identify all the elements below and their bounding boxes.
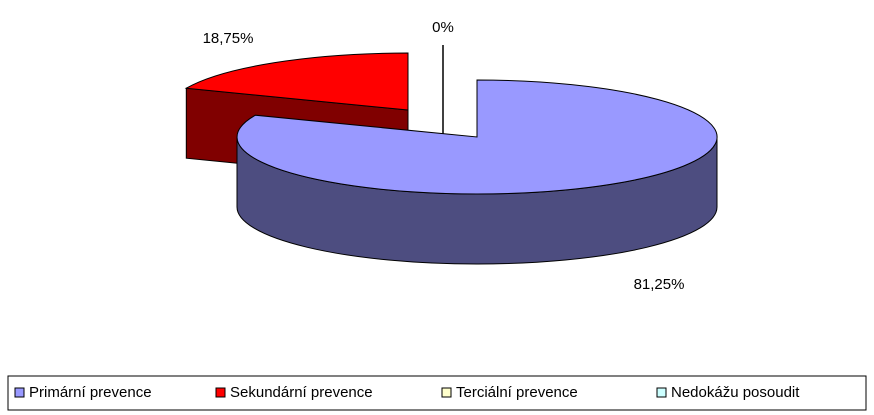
pie-slice: [236, 79, 718, 195]
legend-label: Terciální prevence: [456, 384, 578, 401]
legend-label: Primární prevence: [29, 384, 152, 401]
legend-swatch: [14, 387, 25, 398]
data-label: 18,75%: [203, 30, 254, 47]
legend-label: Sekundární prevence: [230, 384, 373, 401]
legend-box: [7, 375, 867, 411]
legend-swatch: [215, 387, 226, 398]
legend-swatch: [441, 387, 452, 398]
data-label: 81,25%: [634, 276, 685, 293]
legend-swatch: [656, 387, 667, 398]
pie-slice: [184, 52, 409, 111]
legend-label: Nedokážu posoudit: [671, 384, 800, 401]
data-label: 0%: [432, 19, 454, 36]
